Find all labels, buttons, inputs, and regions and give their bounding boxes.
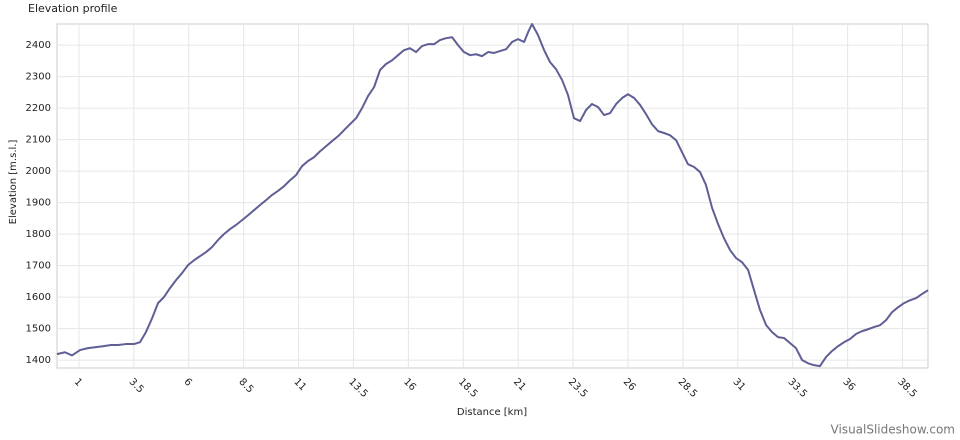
y-tick-label: 1800 — [26, 229, 51, 240]
x-tick-label: 38.5 — [895, 376, 919, 400]
y-tick-label: 1600 — [26, 292, 51, 303]
x-tick-label: 23.5 — [566, 376, 590, 400]
x-tick-label: 26 — [621, 376, 638, 393]
y-tick-label: 2200 — [26, 103, 51, 114]
y-tick-label: 1700 — [26, 261, 51, 272]
y-tick-label: 1900 — [26, 198, 51, 209]
x-tick-label: 18.5 — [456, 376, 480, 400]
x-axis-label: Distance [km] — [457, 407, 527, 418]
watermark: VisualSlideshow.com — [831, 423, 955, 437]
y-tick-label: 2100 — [26, 135, 51, 146]
y-tick-label: 2400 — [26, 40, 51, 51]
y-tick-label: 1500 — [26, 324, 51, 335]
y-axis-label: Elevation [m.s.l.] — [8, 140, 19, 225]
x-tick-label: 21 — [511, 376, 528, 393]
x-tick-label: 28.5 — [676, 376, 700, 400]
x-tick-label: 31 — [731, 376, 748, 393]
y-tick-label: 1400 — [26, 355, 51, 366]
y-tick-label: 2300 — [26, 72, 51, 83]
chart-title: Elevation profile — [28, 2, 118, 15]
x-tick-label: 6 — [182, 376, 194, 388]
plot-frame — [56, 23, 929, 369]
x-tick-label: 8.5 — [236, 376, 255, 395]
x-tick-label: 33.5 — [785, 376, 809, 400]
x-tick-label: 36 — [840, 376, 857, 393]
x-tick-label: 16 — [401, 376, 418, 393]
elevation-line — [56, 23, 929, 368]
y-tick-label: 2000 — [26, 166, 51, 177]
x-tick-label: 1 — [72, 376, 84, 388]
x-tick-label: 13.5 — [346, 376, 370, 400]
x-tick-label: 3.5 — [127, 376, 146, 395]
x-tick-label: 11 — [291, 376, 308, 393]
